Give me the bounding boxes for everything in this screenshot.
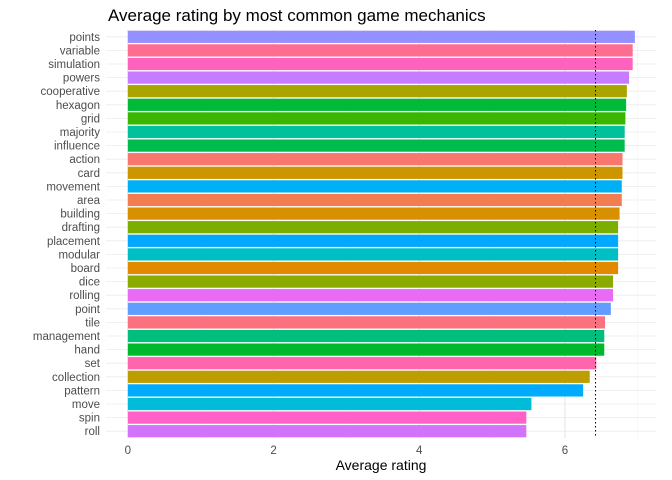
bar-placement [127,234,619,247]
x-tick-6: 6 [562,445,568,457]
bar-hexagon [127,98,627,111]
bar-spin [127,411,527,424]
y-label-rolling: rolling [69,290,100,302]
bar-pattern [127,384,584,397]
y-label-points: points [69,32,100,44]
plot-panel [106,30,656,438]
bar-modular [127,248,619,261]
y-label-roll: roll [85,426,100,438]
bar-drafting [127,221,619,234]
y-label-spin: spin [79,413,100,425]
bar-dice [127,275,614,288]
bar-hand [127,343,605,356]
x-axis-title: Average rating [336,457,427,473]
chart-title: Average rating by most common game mecha… [108,6,486,25]
y-label-area: area [77,195,101,207]
bar-collection [127,370,590,383]
y-label-cooperative: cooperative [41,86,100,98]
bar-set [127,357,597,370]
y-label-movement: movement [46,181,100,193]
y-label-hand: hand [74,345,100,357]
y-label-majority: majority [60,127,101,139]
bar-majority [127,125,625,139]
x-tick-2: 2 [270,445,276,457]
y-label-modular: modular [58,249,100,261]
x-tick-4: 4 [416,445,423,457]
bar-area [127,193,622,207]
bar-movement [127,180,622,193]
y-label-building: building [60,209,100,221]
y-label-action: action [69,154,100,166]
y-label-hexagon: hexagon [56,100,100,112]
bars [127,30,635,438]
x-axis-ticks: 0 2 4 6 [125,445,568,457]
y-label-simulation: simulation [48,59,100,71]
y-label-move: move [72,399,100,411]
bar-board [127,261,619,275]
bar-rolling [127,289,614,302]
y-label-placement: placement [47,236,101,248]
y-label-pattern: pattern [64,385,100,397]
y-label-point: point [75,304,101,316]
y-label-grid: grid [81,113,100,125]
bar-building [127,207,620,220]
y-label-variable: variable [60,45,100,57]
bar-management [127,329,605,343]
bar-move [127,397,532,411]
bar-influence [127,139,625,152]
bar-action [127,153,623,166]
y-label-set: set [85,358,101,370]
bar-roll [127,425,527,438]
bar-card [127,166,623,179]
y-label-board: board [71,263,100,275]
bar-point [127,302,611,315]
y-label-tile: tile [85,317,100,329]
bar-cooperative [127,85,627,98]
y-label-card: card [78,168,100,180]
bar-points [127,30,635,43]
y-label-collection: collection [52,372,100,384]
y-label-influence: influence [54,141,100,153]
bar-simulation [127,57,633,71]
bar-variable [127,44,633,57]
bar-tile [127,316,606,329]
x-tick-0: 0 [125,445,131,457]
bar-powers [127,71,630,84]
bar-grid [127,112,626,125]
y-label-drafting: drafting [62,222,100,234]
y-label-powers: powers [63,73,100,85]
y-label-management: management [33,331,101,343]
y-label-dice: dice [79,277,100,289]
